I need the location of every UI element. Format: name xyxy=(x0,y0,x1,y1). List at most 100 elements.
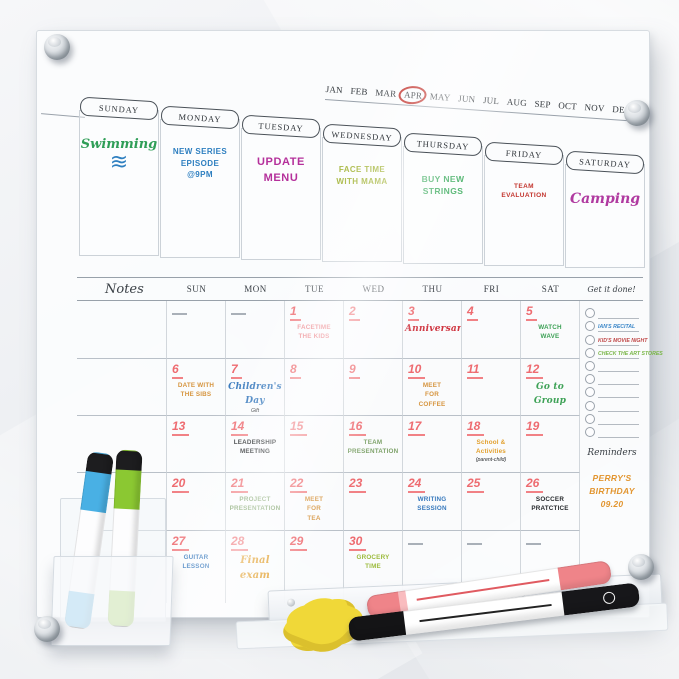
checkbox-circle-icon xyxy=(585,360,595,371)
reminders-label: Reminders xyxy=(587,447,637,458)
standoff-screw-bottom-right xyxy=(628,554,654,580)
date-cell xyxy=(167,301,226,359)
date-number: 12 xyxy=(526,363,544,379)
date-number: 5 xyxy=(526,305,537,321)
date-number: 1 xyxy=(290,305,301,321)
date-cell: 24 WRITING SESSION xyxy=(403,473,462,531)
weekly-column-wednesday: WEDNESDAY FACE TIME WITH MAMA xyxy=(322,123,402,262)
day-header: SUN xyxy=(186,284,207,294)
date-cell: 26 SOCCER PRATCTICE xyxy=(521,473,580,531)
entry-text: LEADERSHIP MEETING xyxy=(233,439,277,456)
date-number: 17 xyxy=(408,420,426,436)
day-header: SAT xyxy=(541,284,560,294)
date-cell: 11 xyxy=(462,359,521,416)
checkbox-circle-icon xyxy=(585,387,595,398)
date-cell: 13 xyxy=(167,416,226,473)
date-number: 14 xyxy=(231,420,249,436)
date-cell: 3 Anniversary xyxy=(403,301,462,359)
date-number: 13 xyxy=(172,420,190,436)
date-cell: 6 DATE WITH THE SIBS xyxy=(167,359,226,416)
checklist-row xyxy=(585,359,639,372)
checklist-row xyxy=(585,306,639,320)
weekly-column-friday: FRIDAY TEAM EVALUATION xyxy=(484,141,564,266)
standoff-screw-top-left xyxy=(44,34,70,60)
checklist-row xyxy=(585,372,639,386)
date-cell: 4 xyxy=(462,301,521,359)
checkbox-circle-icon xyxy=(585,413,595,424)
entry-text: GUITAR LESSON xyxy=(182,554,210,571)
date-number: 27 xyxy=(172,535,190,551)
waves-icon xyxy=(80,154,158,169)
date-cell: 27 GUITAR LESSON xyxy=(167,531,226,603)
checklist-row xyxy=(585,425,639,438)
date-cell: 17 xyxy=(403,416,462,473)
weekly-cell: FACE TIME WITH MAMA xyxy=(322,137,402,262)
date-cell: 18 School & Activities (parent-child) xyxy=(462,416,521,473)
entry-text: Children's Day xyxy=(228,382,282,406)
entry-text: WRITING SESSION xyxy=(417,496,447,513)
checkbox-circle-icon xyxy=(585,308,595,319)
date-cell: 25 xyxy=(462,473,521,531)
checklist-row xyxy=(585,398,639,412)
date-number: 8 xyxy=(290,363,301,379)
weekly-entry: NEW SERIES EPISODE @9PM xyxy=(172,147,228,180)
date-number: 24 xyxy=(408,477,426,493)
weekly-cell: Camping xyxy=(565,164,645,268)
checklist-row: CHECK THE ART STORES xyxy=(585,346,663,359)
notes-cell xyxy=(77,301,167,359)
birthday-note: PERRY'S BIRTHDAY 09.20 xyxy=(589,472,635,510)
entry-subtext: (parent-child) xyxy=(475,456,507,463)
date-number: 7 xyxy=(231,363,242,379)
date-cell: 20 xyxy=(167,473,226,531)
weekly-entry: UPDATE MENU xyxy=(256,156,305,184)
marker-holder-cup-front xyxy=(50,556,174,646)
date-number: 6 xyxy=(172,363,183,379)
checklist-item: KID'S MOVIE NIGHT xyxy=(598,337,648,344)
date-number: 16 xyxy=(349,420,367,436)
weekly-cell: NEW SERIES EPISODE @9PM xyxy=(160,119,240,258)
date-number: 29 xyxy=(290,535,308,551)
weekly-cell: UPDATE MENU xyxy=(241,128,321,260)
date-cell: 10 MEET FOR COFFEE xyxy=(403,359,462,416)
date-number: 18 xyxy=(467,420,485,436)
date-cell: 16 TEAM PRESENTATION xyxy=(344,416,403,473)
weekly-section: SUNDAY Swimming MONDAY NEW SERIES EPISOD… xyxy=(79,96,649,279)
day-header: TUE xyxy=(305,284,324,294)
date-cell: 9 xyxy=(344,359,403,416)
standoff-screw-bottom-left xyxy=(34,616,60,642)
month-label: MAR xyxy=(374,87,397,99)
weekly-cell: BUY NEW STRINGS xyxy=(403,146,483,264)
entry-text: TEAM PRESENTATION xyxy=(347,439,399,456)
date-number: 25 xyxy=(467,477,485,493)
date-cell: 15 xyxy=(285,416,344,473)
entry-text: FACETIME THE KIDS xyxy=(297,324,331,341)
date-cell: 1 FACETIME THE KIDS xyxy=(285,301,344,359)
date-number: 30 xyxy=(349,535,367,551)
get-it-done-label: Get it done! xyxy=(587,284,636,294)
date-cell: 23 xyxy=(344,473,403,531)
checkbox-circle-icon xyxy=(585,426,595,437)
checkbox-circle-icon xyxy=(585,321,595,332)
entry-text: Final exam xyxy=(239,555,271,581)
date-number: 22 xyxy=(290,477,308,493)
checklist-row xyxy=(585,412,639,425)
date-number: 19 xyxy=(526,420,544,436)
day-header: MON xyxy=(244,284,267,294)
notes-label: Notes xyxy=(105,281,144,297)
entry-text: PROJECT PRESENTATION xyxy=(229,496,281,513)
date-cell xyxy=(226,301,285,359)
entry-text: Go to Group xyxy=(533,382,567,406)
date-cell: 14 LEADERSHIP MEETING xyxy=(226,416,285,473)
entry-text: DATE WITH THE SIBS xyxy=(177,382,215,399)
checklist-row: IAN'S RECITAL xyxy=(585,319,639,333)
checkbox-circle-icon xyxy=(585,334,595,345)
entry-text: WATCH WAVE xyxy=(538,324,562,341)
day-header: THU xyxy=(422,284,443,294)
weekly-entry: FACE TIME WITH MAMA xyxy=(336,165,388,186)
day-header: FRI xyxy=(483,284,500,294)
weekly-entry: TEAM EVALUATION xyxy=(501,183,547,200)
entry-text: GROCERY TIME xyxy=(356,554,390,571)
date-cell: 21 PROJECT PRESENTATION xyxy=(226,473,285,531)
checklist-item: CHECK THE ART STORES xyxy=(598,350,663,357)
